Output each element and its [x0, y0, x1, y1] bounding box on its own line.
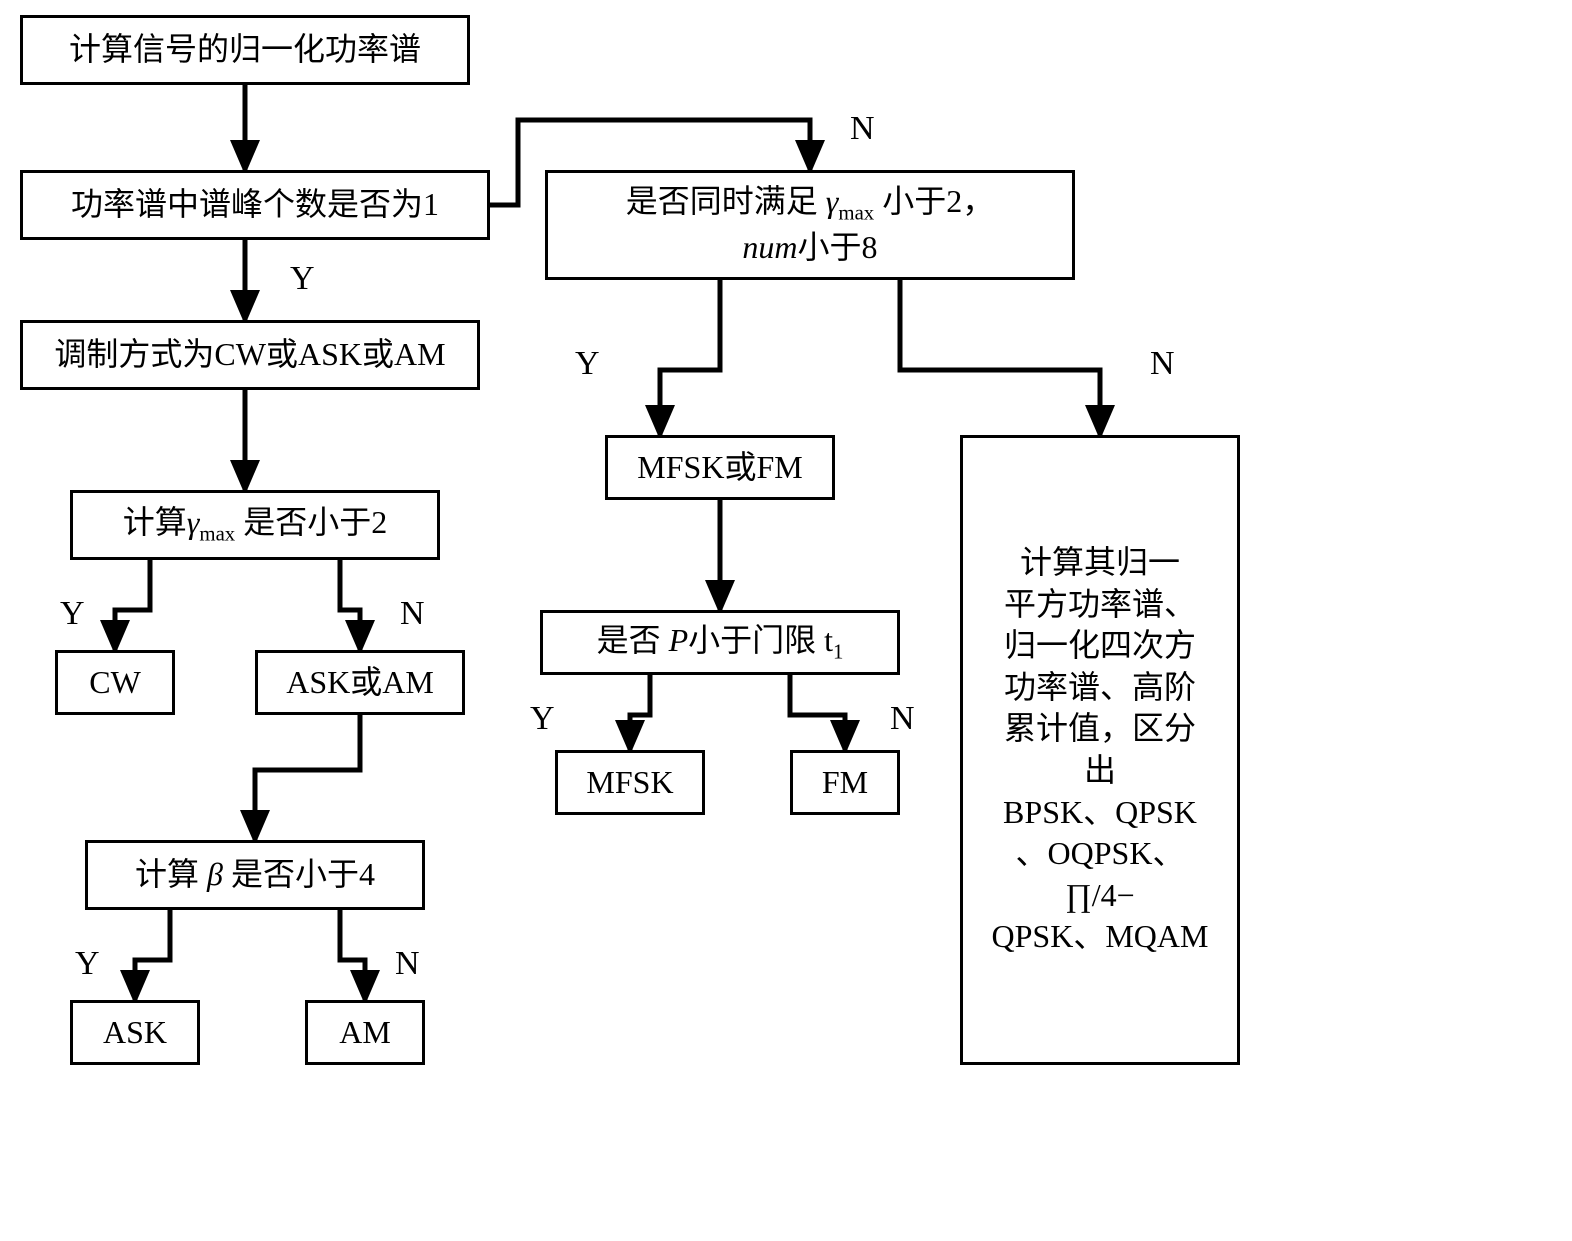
edge-label: N	[890, 700, 915, 738]
edge-label: N	[850, 110, 875, 148]
flowchart-node-n6: ASK或AM	[255, 650, 465, 715]
edge-label: N	[395, 945, 420, 983]
edge-label: N	[1150, 345, 1175, 383]
flowchart-node-n12: 是否 P小于门限 t1	[540, 610, 900, 675]
edge-label: Y	[530, 700, 555, 738]
flowchart-node-n7: 计算 β 是否小于4	[85, 840, 425, 910]
edge-label: N	[400, 595, 425, 633]
flowchart-node-n5: CW	[55, 650, 175, 715]
edge-label: Y	[75, 945, 100, 983]
flowchart-node-n10: 是否同时满足 γmax 小于2，num小于8	[545, 170, 1075, 280]
flowchart-node-n4: 计算γmax 是否小于2	[70, 490, 440, 560]
flowchart-node-n2: 功率谱中谱峰个数是否为1	[20, 170, 490, 240]
edge-label: Y	[290, 260, 315, 298]
flowchart-node-n3: 调制方式为CW或ASK或AM	[20, 320, 480, 390]
flowchart-node-n14: FM	[790, 750, 900, 815]
flowchart-node-n8: ASK	[70, 1000, 200, 1065]
flowchart-node-n9: AM	[305, 1000, 425, 1065]
edge-label: Y	[575, 345, 600, 383]
flowchart-node-n13: MFSK	[555, 750, 705, 815]
flowchart-node-n1: 计算信号的归一化功率谱	[20, 15, 470, 85]
edge-label: Y	[60, 595, 85, 633]
flowchart-node-n15: 计算其归一平方功率谱、归一化四次方功率谱、高阶累计值，区分出BPSK、QPSK、…	[960, 435, 1240, 1065]
flowchart-node-n11: MFSK或FM	[605, 435, 835, 500]
